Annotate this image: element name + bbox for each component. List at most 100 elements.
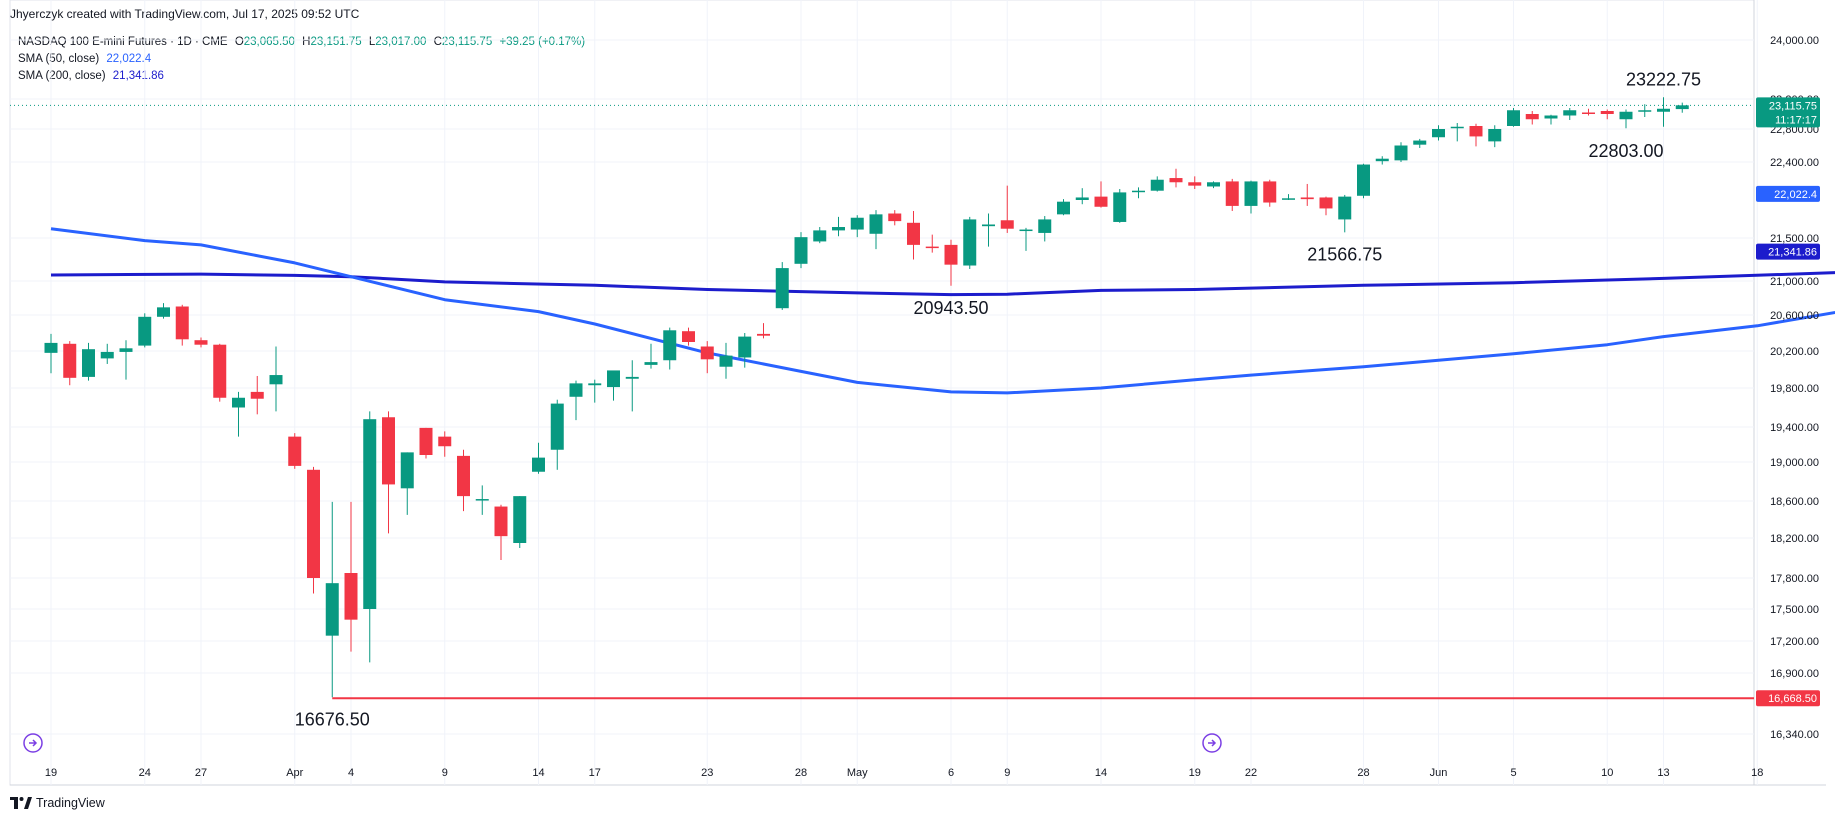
price-label-box — [1756, 243, 1820, 260]
x-tick-label: 9 — [1004, 767, 1010, 779]
candle-body — [288, 436, 302, 466]
candle — [1000, 185, 1014, 233]
legend-change: +39.25 (+0.17%) — [499, 36, 586, 48]
x-tick-label: 22 — [1245, 767, 1257, 779]
x-tick-label: 13 — [1657, 767, 1669, 779]
candle-body — [400, 452, 414, 489]
candle-body — [44, 342, 58, 353]
candle — [569, 380, 583, 421]
candle — [1300, 183, 1314, 206]
candle-body — [963, 219, 977, 266]
x-tick-label: 9 — [442, 767, 448, 779]
legend-sma200-row[interactable]: SMA (200, close) 21,341.86 — [18, 68, 585, 85]
price-label: 16,668.50 — [1756, 690, 1820, 707]
candle-body — [1432, 129, 1445, 138]
candle-body — [663, 330, 677, 361]
y-tick-label: 21,000.00 — [1770, 276, 1819, 288]
moving-averages — [50, 227, 1835, 395]
chart-credit: Jhyerczyk created with TradingView.com, … — [10, 7, 360, 21]
candle — [1638, 104, 1652, 117]
candle-body — [1563, 110, 1577, 116]
candle-body — [813, 230, 827, 242]
legend-symbol[interactable]: NASDAQ 100 E-mini Futures · 1D · CME — [18, 36, 228, 48]
candle-body — [738, 336, 752, 358]
candle — [194, 337, 208, 348]
y-tick-label: 18,600.00 — [1770, 496, 1819, 508]
y-tick-label: 17,800.00 — [1770, 573, 1819, 585]
candle — [1038, 216, 1052, 242]
x-tick-label: 10 — [1601, 767, 1613, 779]
candle — [663, 327, 677, 370]
candle — [63, 341, 77, 386]
candle — [607, 370, 620, 401]
x-tick-label: 4 — [348, 767, 354, 779]
candle — [1338, 194, 1352, 233]
legend-sma50-row[interactable]: SMA (50, close) 22,022.4 — [18, 51, 585, 68]
candle — [1600, 109, 1614, 120]
candle-body — [1507, 110, 1520, 126]
y-tick-label: 16,340.00 — [1770, 729, 1819, 741]
price-chart[interactable]: 16676.50 20943.50 21566.75 22803.00 23222.75… — [0, 0, 1835, 790]
countdown-text: 11:17:17 — [1775, 114, 1817, 126]
candle-body — [457, 455, 470, 497]
y-tick-label: 19,400.00 — [1770, 422, 1819, 434]
candle — [1675, 102, 1689, 113]
candle-body — [1619, 111, 1633, 120]
candle-body — [157, 307, 170, 317]
candle — [1225, 178, 1239, 211]
candle — [1357, 163, 1370, 199]
candle-body — [513, 496, 527, 543]
candle — [1488, 125, 1502, 148]
candle — [494, 504, 508, 560]
candle — [400, 452, 414, 515]
y-tick-label: 22,400.00 — [1770, 157, 1819, 169]
tradingview-logo[interactable]: TradingView — [10, 796, 105, 810]
candle-body — [794, 237, 808, 264]
legend-open: 23,065.50 — [243, 36, 295, 48]
legend-open-label: O — [234, 36, 244, 48]
candle — [1657, 97, 1670, 127]
candle — [907, 210, 920, 260]
event-marker-icon[interactable] — [1202, 733, 1222, 753]
event-marker-icon[interactable] — [23, 733, 43, 753]
candle — [513, 496, 527, 548]
y-tick-label: 18,200.00 — [1770, 533, 1819, 545]
chart-legend: NASDAQ 100 E-mini Futures · 1D · CME O23… — [18, 34, 585, 85]
event-marker-arrow — [29, 739, 38, 747]
candle — [82, 342, 95, 381]
price-label-box — [1756, 185, 1820, 202]
candle-body — [607, 370, 620, 388]
x-tick-label: 23 — [701, 767, 713, 779]
x-tick-label: 28 — [1357, 767, 1369, 779]
legend-low: 23,017.00 — [375, 36, 427, 48]
candle — [232, 391, 245, 437]
legend-sma200-value: 21,341.86 — [112, 70, 164, 82]
x-tick-label: 17 — [589, 767, 601, 779]
candle-body — [700, 346, 714, 360]
candle-body — [438, 436, 452, 447]
candle — [775, 262, 789, 310]
price-label-box — [1756, 97, 1820, 128]
chart-grid — [9, 0, 1826, 786]
event-markers — [23, 733, 1222, 753]
price-annotation: 22803.00 — [1588, 141, 1663, 161]
candle — [832, 216, 845, 237]
candle — [982, 213, 995, 247]
candle — [1113, 189, 1127, 223]
x-tick-label: 19 — [45, 767, 57, 779]
candle — [719, 342, 733, 379]
legend-close: 23,115.75 — [441, 36, 493, 48]
candle — [1413, 138, 1427, 148]
candle — [307, 466, 320, 594]
candle — [944, 239, 958, 286]
sma50-line — [50, 227, 1835, 395]
candle — [738, 333, 752, 368]
legend-ohlc-row[interactable]: NASDAQ 100 E-mini Futures · 1D · CME O23… — [18, 34, 585, 51]
candle — [1319, 196, 1333, 216]
time-axis: 19 24 27 Apr 4 9 14 17 23 28 May 6 9 14 19 22 28 Jun 5 10 13… — [45, 767, 1764, 779]
candle-body — [925, 246, 939, 249]
candle — [850, 215, 864, 238]
candle — [138, 313, 152, 348]
legend-sma50-label: SMA (50, close) — [18, 53, 100, 65]
price-label-text: 23,115.75 — [1769, 100, 1817, 112]
